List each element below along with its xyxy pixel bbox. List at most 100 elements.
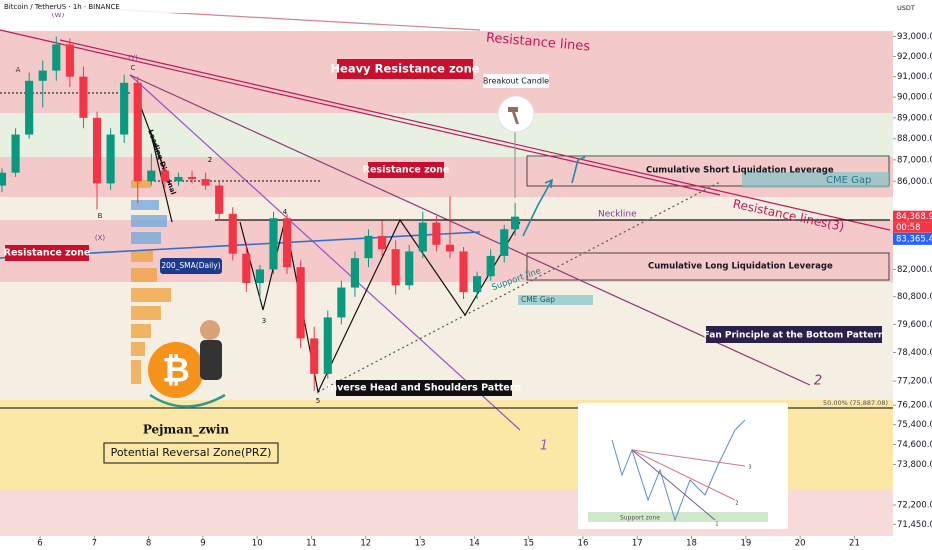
volume-bar [131, 342, 145, 356]
cme-gap-box [742, 172, 889, 188]
wave-label: 4 [283, 208, 288, 216]
annotation: Resistance zone [363, 165, 450, 176]
candle-body [92, 117, 102, 184]
y-tick-label: 78,400.00 [897, 348, 932, 358]
price-marker [893, 232, 932, 245]
label-box [5, 245, 89, 261]
x-tick-label: 18 [686, 539, 697, 549]
y-tick-label: 80,800.00 [897, 292, 932, 302]
x-tick-label: 13 [415, 539, 426, 549]
x-tick-label: 14 [469, 539, 480, 549]
x-tick-label: 11 [306, 539, 317, 549]
x-tick-label: 9 [200, 539, 205, 549]
x-tick-label: 17 [632, 539, 643, 549]
candle-body [174, 176, 183, 182]
avatar-head [200, 320, 220, 340]
price-marker-label: 84,368.94 [896, 212, 932, 222]
wave-label: 1 [540, 439, 548, 454]
annotation: Fan Principle at the Bottom Pattern [704, 331, 885, 341]
candle-body [120, 82, 129, 135]
y-tick-label: 87,000.00 [897, 155, 932, 165]
inset-panel [578, 403, 788, 529]
annotation: Pejman_zwin [143, 423, 230, 438]
inset-line [631, 449, 736, 501]
candle-body [337, 287, 346, 318]
candle-body [323, 317, 332, 374]
wave-label: C [131, 64, 136, 72]
x-tick-label: 12 [360, 539, 371, 549]
x-tick-label: 6 [37, 539, 42, 549]
candle-body [282, 218, 292, 268]
y-tick-label: 73,800.00 [897, 460, 932, 470]
fan-line [129, 74, 521, 431]
candle-body [378, 235, 387, 250]
volume-profile [131, 180, 171, 384]
volume-bar [131, 250, 153, 262]
candle-body [215, 185, 224, 214]
x-tick-label: 10 [252, 539, 263, 549]
candle-body [201, 179, 210, 186]
candle-body [11, 134, 20, 173]
candles [0, 36, 520, 391]
y-tick-label: 92,000.00 [897, 52, 932, 62]
candle-body [160, 170, 169, 182]
candle-body [52, 44, 61, 71]
label-box [336, 380, 512, 396]
annotation: Resistance zone [4, 248, 91, 259]
volume-bar [131, 288, 171, 302]
fan-line [129, 74, 811, 386]
header-bg [0, 0, 190, 13]
wave-label: 3 [748, 465, 751, 471]
wave-label: 1 [715, 522, 718, 528]
price-marker-label: 83,365.40 [896, 234, 932, 244]
price-axis [893, 0, 932, 550]
candle-body [432, 222, 441, 245]
candle-body [445, 244, 455, 252]
inset-line [631, 449, 716, 521]
wave-label: (Y) [128, 54, 138, 62]
y-tick-label: 75,400.00 [897, 420, 932, 430]
hammer-shape [508, 107, 519, 124]
y-tick-label: 79,600.00 [897, 320, 932, 330]
countdown: 00:58 [896, 223, 921, 233]
label-box [368, 162, 444, 178]
y-tick-label: 82,000.00 [897, 265, 932, 275]
wave-label: 2 [208, 156, 212, 164]
wave-label: 5 [316, 397, 320, 405]
candle-body [486, 255, 495, 277]
inset-zone [588, 512, 768, 522]
btc-symbol: ₿ [162, 351, 190, 391]
annotation: Neckline [598, 210, 637, 220]
arrow-head [544, 178, 553, 189]
resistance-line [59, 39, 891, 231]
annotation: Cumulative Short Liquidation Leverage [646, 166, 834, 176]
y-tick-label: 76,200.00 [897, 401, 932, 411]
annotation: 50.00% (75,887.08) [823, 399, 888, 407]
candle-body [310, 338, 319, 374]
candle-body [418, 222, 427, 252]
support-line [317, 181, 721, 393]
annotation: Support zone [620, 515, 660, 522]
candle-body [296, 267, 305, 339]
y-tick-label: 89,000.00 [897, 113, 932, 123]
arrow [522, 179, 553, 237]
label-box [483, 74, 549, 88]
volume-bar [131, 306, 161, 320]
wave-label: (W) [52, 11, 65, 19]
wave-label: 3 [262, 317, 266, 325]
btc-logo [148, 342, 204, 398]
candle-body [0, 172, 7, 186]
y-tick-label: 77,200.00 [897, 377, 932, 387]
candle-body [269, 218, 278, 270]
inset-line [631, 449, 746, 467]
annotation: 200_SMA(Daily) [161, 261, 220, 270]
long-liq-box [526, 252, 890, 281]
volume-bar [131, 360, 141, 384]
volume-bar [131, 268, 157, 282]
cme-gap-box [518, 295, 593, 305]
candle-body [459, 251, 468, 293]
y-tick-label: 90,000.00 [897, 93, 932, 103]
volume-bar [131, 200, 159, 210]
